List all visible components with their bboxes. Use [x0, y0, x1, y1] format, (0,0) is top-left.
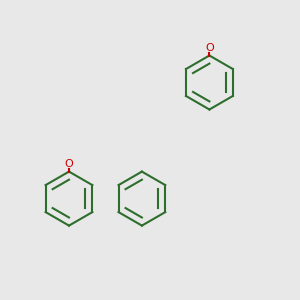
Text: O: O: [205, 43, 214, 53]
Text: O: O: [64, 159, 74, 169]
